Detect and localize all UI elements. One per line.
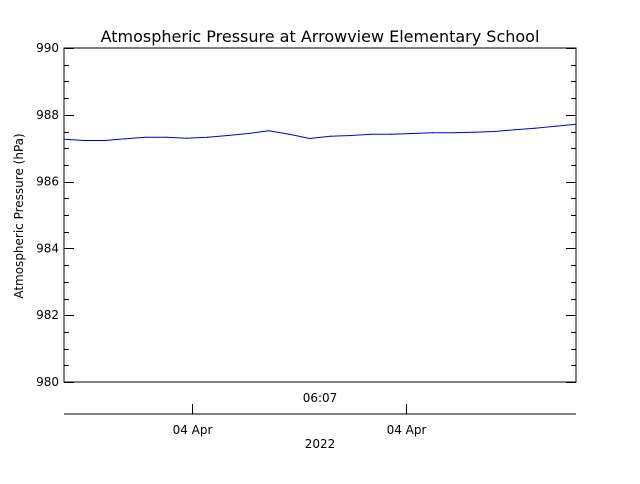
plot-frame bbox=[63, 47, 577, 383]
data-point bbox=[165, 136, 167, 138]
data-point bbox=[432, 132, 434, 134]
x-axis-tick-labels: 04 Apr 04 Apr bbox=[173, 423, 427, 437]
data-point bbox=[104, 139, 106, 142]
data-point bbox=[514, 129, 516, 131]
y-tick-label: 986 bbox=[36, 175, 59, 189]
data-point bbox=[452, 132, 454, 134]
x-tick-label: 04 Apr bbox=[387, 423, 427, 437]
data-point bbox=[288, 133, 290, 135]
y-tick-label: 990 bbox=[36, 41, 59, 55]
y-axis-label: Atmospheric Pressure (hPa) bbox=[12, 133, 26, 298]
data-point bbox=[329, 135, 331, 137]
chart-title: Atmospheric Pressure at Arrowview Elemen… bbox=[101, 27, 540, 46]
data-point bbox=[186, 137, 188, 139]
data-point bbox=[493, 130, 495, 133]
data-point bbox=[554, 125, 557, 127]
y-tick-label: 984 bbox=[36, 241, 59, 255]
data-point bbox=[309, 137, 311, 140]
data-point bbox=[124, 138, 126, 140]
data-point bbox=[473, 131, 475, 133]
data-point bbox=[227, 134, 229, 137]
data-point bbox=[145, 136, 147, 138]
data-point bbox=[350, 134, 352, 137]
x-tick-label: 04 Apr bbox=[173, 423, 213, 437]
data-point bbox=[534, 127, 536, 129]
data-point bbox=[247, 132, 249, 135]
pressure-series-line bbox=[63, 123, 577, 141]
data-point bbox=[268, 130, 270, 132]
y-tick-label: 980 bbox=[36, 375, 59, 389]
data-point bbox=[206, 136, 208, 138]
pressure-series-points bbox=[63, 123, 577, 142]
x-time-label: 06:07 bbox=[303, 391, 338, 405]
x-axis-ticks bbox=[192, 404, 407, 414]
data-point bbox=[575, 123, 577, 125]
y-tick-label: 982 bbox=[36, 308, 59, 322]
data-point bbox=[411, 132, 413, 135]
data-point bbox=[63, 138, 65, 140]
y-axis-tick-labels: 980 982 984 986 988 990 bbox=[36, 41, 59, 389]
data-point bbox=[83, 139, 86, 142]
data-point bbox=[391, 133, 393, 135]
y-tick-label: 988 bbox=[36, 108, 59, 122]
x-axis-label: 2022 bbox=[305, 437, 336, 451]
data-point bbox=[370, 133, 372, 135]
y-axis-ticks bbox=[64, 48, 576, 383]
